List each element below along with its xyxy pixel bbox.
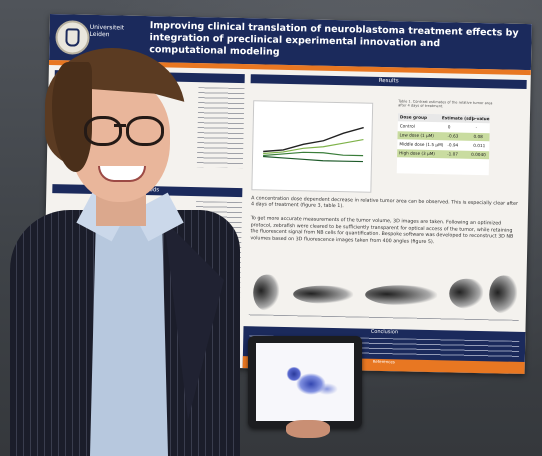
hair-side	[52, 62, 92, 172]
zebrafish-render-tail	[316, 383, 338, 395]
glasses-left-lens	[84, 116, 122, 146]
tumor-area-chart	[251, 100, 374, 193]
tablet-device	[248, 336, 362, 428]
shirt	[90, 206, 168, 456]
series-middle-line	[263, 151, 364, 157]
research-poster: Universiteit Leiden Improving clinical t…	[42, 14, 532, 375]
series-high-line	[263, 155, 363, 163]
glasses-bridge	[114, 124, 126, 127]
tumor-area-chart-svg	[263, 126, 364, 163]
series-low-line	[263, 139, 364, 155]
series-control-line	[263, 126, 364, 153]
tablet-screen	[256, 343, 354, 421]
hand	[286, 420, 330, 438]
glasses-right-lens	[126, 116, 164, 146]
